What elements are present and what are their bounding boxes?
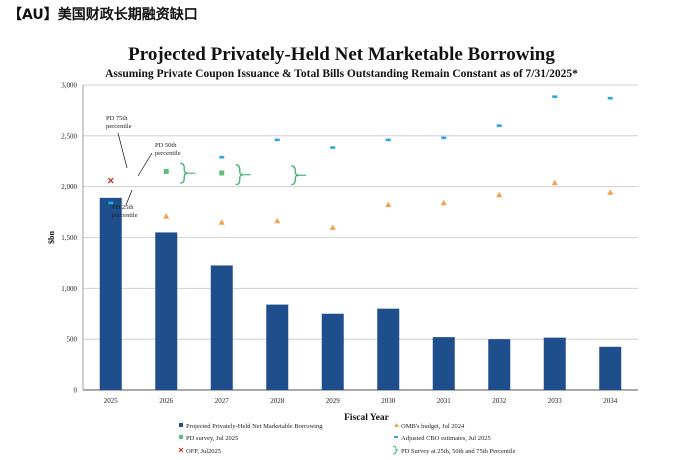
cbo-marker (274, 138, 280, 142)
percentile-bracket (291, 165, 300, 186)
percentile-bracket (235, 164, 244, 186)
legend-label: Projected Privately-Held Net Marketable … (186, 423, 323, 430)
omb-marker (551, 179, 558, 186)
cbo-marker (385, 138, 391, 142)
cbo-marker (607, 96, 613, 100)
legend-label: PD survey, Jul 2025 (186, 435, 238, 442)
y-tick-label: 1,000 (61, 285, 77, 293)
y-tick-label: 500 (67, 336, 78, 344)
annotation-pd-75-cont: percentile (106, 123, 132, 130)
omb-marker (329, 224, 336, 230)
bar (210, 265, 233, 390)
x-tick-label: 2030 (381, 397, 396, 405)
annotation-pd-25: PD 25th (112, 204, 134, 211)
annotation-pd-50: PD 50th (155, 142, 177, 149)
bar (488, 339, 511, 390)
cbo-marker (330, 146, 336, 149)
omb-marker (163, 213, 170, 219)
x-tick-label: 2031 (437, 397, 452, 405)
legend-label: OMB's budget, Jul 2024 (401, 423, 465, 430)
percentile-bracket (180, 162, 189, 184)
y-tick-label: 2,000 (61, 183, 77, 191)
annotation-arrow (137, 152, 153, 177)
pd-survey-marker (163, 168, 169, 174)
bar (266, 304, 289, 390)
bar (432, 337, 455, 390)
legend-swatch (394, 436, 398, 438)
annotation-arrow (117, 132, 128, 169)
omb-marker (440, 199, 447, 206)
omb-marker (607, 189, 614, 195)
omb-marker (274, 217, 281, 224)
legend-label: OFP, Jul2025 (186, 448, 221, 455)
x-axis-label: Fiscal Year (344, 413, 390, 423)
legend-swatch (392, 445, 399, 455)
x-tick-label: 2034 (603, 397, 618, 405)
cbo-marker (496, 124, 502, 127)
legend-swatch (179, 423, 183, 427)
x-tick-label: 2033 (548, 397, 563, 405)
annotation-pd-25-cont: percentile (112, 212, 138, 219)
omb-marker (385, 201, 392, 207)
y-tick-label: 2,500 (61, 132, 77, 140)
pd-survey-marker (219, 170, 225, 176)
omb-marker (496, 191, 503, 198)
legend-label: PD Survey at 25th, 50th and 75th Percent… (401, 448, 516, 455)
bar (155, 232, 178, 390)
cbo-marker (108, 201, 114, 205)
bar (99, 197, 122, 390)
x-tick-label: 2025 (104, 397, 119, 405)
annotation-pd-75: PD 75th (106, 115, 128, 122)
y-tick-label: 0 (74, 387, 78, 395)
x-tick-label: 2028 (270, 397, 285, 405)
page-header: 【AU】美国财政长期融资缺口 (8, 7, 198, 23)
cbo-marker (219, 155, 225, 159)
x-tick-label: 2032 (492, 397, 507, 405)
x-tick-label: 2029 (326, 397, 341, 405)
y-tick-label: 3,000 (61, 82, 77, 90)
annotation-pd-50-cont: percentile (155, 150, 181, 157)
cbo-marker (552, 95, 558, 98)
bar (321, 313, 344, 390)
legend-swatch (394, 423, 399, 427)
legend-swatch (178, 447, 184, 453)
y-tick-label: 1,500 (61, 234, 77, 242)
x-tick-label: 2027 (215, 397, 230, 405)
bar (377, 308, 400, 390)
cbo-marker (441, 136, 447, 140)
bar (543, 337, 566, 390)
x-tick-label: 2026 (159, 397, 174, 405)
annotation-arrow (125, 189, 133, 206)
omb-marker (218, 219, 225, 225)
y-axis-label: $bn (47, 231, 56, 244)
chart-subtitle: Assuming Private Coupon Issuance & Total… (105, 68, 578, 80)
ofp-marker (107, 177, 114, 184)
legend-swatch (179, 435, 183, 439)
legend-label: Adjusted CBO estimates, Jul 2025 (401, 435, 491, 442)
chart-title: Projected Privately-Held Net Marketable … (128, 44, 555, 65)
bar (599, 346, 622, 390)
